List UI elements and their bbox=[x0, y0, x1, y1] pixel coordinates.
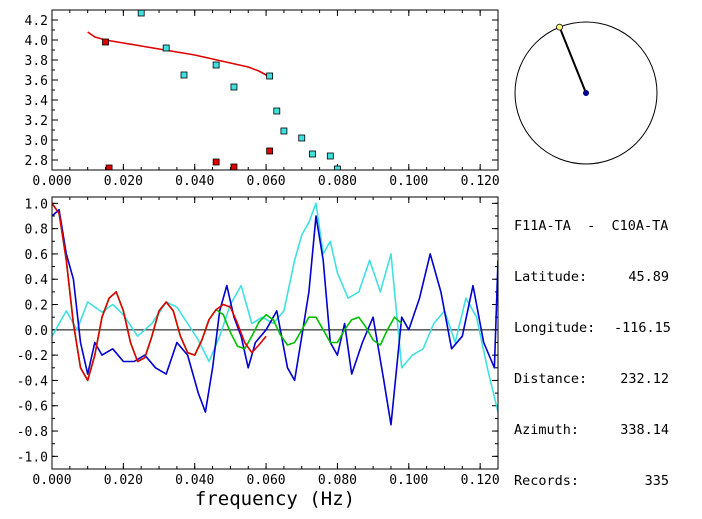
dispersion-xtick-label: 0.100 bbox=[389, 174, 428, 189]
correlation-ytick-label: 1.0 bbox=[25, 197, 48, 212]
correlation-ytick-label: 0.6 bbox=[25, 248, 48, 263]
correlation-frame bbox=[51, 196, 499, 470]
dispersion-ytick-label: 3.2 bbox=[25, 114, 48, 129]
dispersion-xtick-label: 0.080 bbox=[318, 174, 357, 189]
latitude-value: 45.89 bbox=[628, 269, 669, 285]
dispersion-ytick-label: 4.0 bbox=[25, 34, 48, 49]
correlation-ytick-label: 0.0 bbox=[25, 324, 48, 339]
dispersion-point-1 bbox=[162, 44, 170, 52]
correlation-series-line-1 bbox=[52, 208, 498, 426]
dispersion-xtick-label: 0.020 bbox=[104, 174, 143, 189]
dispersion-plot-area bbox=[87, 10, 341, 170]
dispersion-point-1 bbox=[212, 61, 220, 69]
compass-needle bbox=[558, 26, 587, 94]
correlation-ytick-label: -0.2 bbox=[17, 349, 48, 364]
distance-row: Distance: 232.12 bbox=[514, 371, 669, 388]
correlation-series-line-3 bbox=[52, 202, 267, 382]
dispersion-point-1 bbox=[137, 10, 145, 17]
correlation-xtick-label: 0.060 bbox=[247, 473, 286, 488]
compass-center-dot bbox=[583, 90, 589, 96]
dispersion-series-line-0 bbox=[87, 31, 272, 80]
compass-ring bbox=[514, 21, 658, 165]
dispersion-xtick-label: 0.040 bbox=[175, 174, 214, 189]
latitude-row: Latitude: 45.89 bbox=[514, 269, 669, 286]
correlation-ytick-label: -0.6 bbox=[17, 400, 48, 415]
dispersion-point-1 bbox=[266, 72, 274, 80]
correlation-xtick-label: 0.120 bbox=[461, 473, 500, 488]
longitude-row: Longitude: -116.15 bbox=[514, 320, 671, 337]
correlation-x-axis-title: frequency (Hz) bbox=[195, 488, 355, 510]
correlation-ytick-label: -0.8 bbox=[17, 425, 48, 440]
dispersion-ytick-label: 3.0 bbox=[25, 134, 48, 149]
correlation-chart: 0.000 0.020 0.040 0.060 0.080 0.100 0.120 -1.0 -… bbox=[17, 196, 500, 510]
dispersion-point-2 bbox=[212, 158, 220, 166]
correlation-xtick-label: 0.100 bbox=[389, 473, 428, 488]
correlation-ytick-label: 0.4 bbox=[25, 273, 49, 288]
distance-value: 232.12 bbox=[620, 371, 669, 387]
dispersion-point-2 bbox=[105, 164, 113, 170]
dispersion-point-1 bbox=[180, 71, 188, 79]
longitude-label: Longitude: bbox=[514, 320, 596, 336]
dispersion-xtick-label: 0.060 bbox=[247, 174, 286, 189]
correlation-plot-area bbox=[52, 202, 498, 426]
correlation-series-line-0 bbox=[52, 202, 498, 413]
dispersion-point-1 bbox=[326, 152, 334, 160]
dispersion-point-2 bbox=[102, 38, 109, 46]
latitude-label: Latitude: bbox=[514, 269, 588, 285]
dispersion-point-2 bbox=[230, 163, 238, 170]
dispersion-point-1 bbox=[273, 107, 281, 115]
correlation-ytick-label: 0.2 bbox=[25, 299, 48, 314]
compass-tip-dot bbox=[556, 23, 563, 31]
correlation-ytick-label: -1.0 bbox=[17, 450, 48, 465]
dispersion-point-2 bbox=[266, 147, 274, 155]
dispersion-point-1 bbox=[309, 150, 316, 158]
correlation-xtick-label: 0.080 bbox=[318, 473, 357, 488]
azimuth-compass bbox=[514, 21, 658, 165]
azimuth-row: Azimuth: 338.14 bbox=[514, 422, 669, 439]
station-info-panel: F11A-TA - C10A-TA Latitude: 45.89 Longitu… bbox=[514, 184, 671, 507]
dispersion-ytick-label: 3.8 bbox=[25, 54, 48, 69]
station-pair-title: F11A-TA - C10A-TA bbox=[514, 218, 669, 234]
azimuth-value: 338.14 bbox=[620, 422, 669, 438]
correlation-xtick-label: 0.000 bbox=[32, 473, 71, 488]
dispersion-ytick-label: 3.4 bbox=[25, 94, 49, 109]
correlation-xtick-label: 0.020 bbox=[104, 473, 143, 488]
dispersion-chart: 0.000 0.020 0.040 0.060 0.080 0.100 0.120 2.8 3.… bbox=[25, 9, 500, 189]
records-row: Records: 335 bbox=[514, 473, 669, 490]
longitude-value: -116.15 bbox=[614, 320, 671, 336]
dispersion-xtick-label: 0.120 bbox=[461, 174, 500, 189]
dispersion-point-1 bbox=[298, 134, 306, 142]
azimuth-label: Azimuth: bbox=[514, 422, 580, 438]
dispersion-point-1 bbox=[334, 165, 341, 170]
dispersion-point-1 bbox=[230, 83, 238, 91]
correlation-xtick-label: 0.040 bbox=[175, 473, 214, 488]
records-value: 335 bbox=[644, 473, 669, 489]
dispersion-ytick-label: 4.2 bbox=[25, 14, 48, 29]
dispersion-ytick-label: 3.6 bbox=[25, 74, 48, 89]
dispersion-ytick-label: 2.8 bbox=[25, 154, 48, 169]
correlation-ytick-label: 0.8 bbox=[25, 223, 48, 238]
dispersion-point-1 bbox=[280, 127, 288, 135]
records-label: Records: bbox=[514, 473, 580, 489]
dispersion-frame bbox=[51, 9, 499, 171]
correlation-ytick-label: -0.4 bbox=[17, 374, 48, 389]
dispersion-xtick-label: 0.000 bbox=[32, 174, 71, 189]
distance-label: Distance: bbox=[514, 371, 588, 387]
